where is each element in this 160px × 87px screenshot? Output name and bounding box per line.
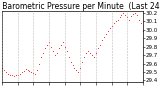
- Title: Milwaukee  Barometric Pressure per Minute  (Last 24 Hours): Milwaukee Barometric Pressure per Minute…: [0, 2, 160, 11]
